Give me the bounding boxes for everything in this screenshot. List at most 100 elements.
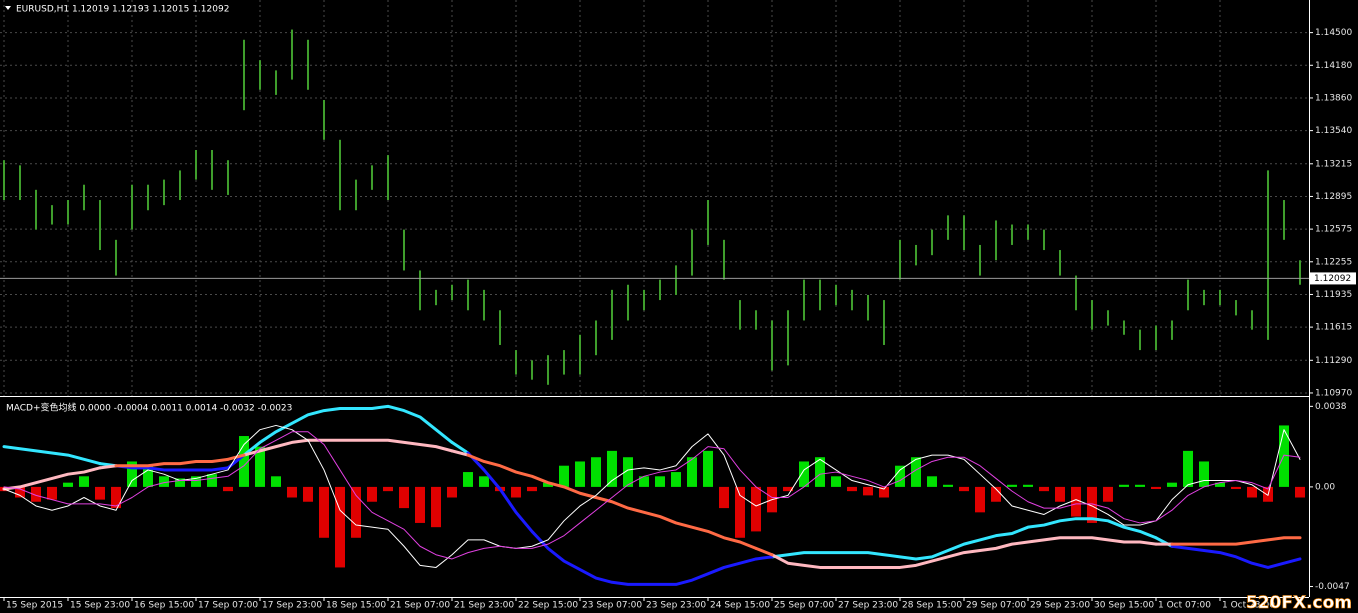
- histogram-bar: [431, 486, 441, 528]
- histogram-bar: [847, 486, 857, 492]
- x-tick-label: 15 Sep 2015: [6, 601, 63, 611]
- indicator-line: [3, 431, 1301, 560]
- histogram-bar: [1087, 486, 1097, 523]
- histogram-bar: [639, 476, 649, 487]
- y-tick-label: 1.14180: [1315, 61, 1352, 71]
- histogram-bar: [255, 446, 265, 487]
- histogram-bar: [543, 482, 553, 487]
- indicator-line: [1170, 536, 1302, 546]
- histogram-bar: [31, 486, 41, 502]
- indicator-line: [242, 404, 454, 457]
- x-tick-label: 1 Oct 23:00: [1222, 601, 1275, 611]
- histogram-bar: [79, 476, 89, 487]
- y-tick-label: 1.14500: [1315, 28, 1352, 38]
- x-tick-label: 18 Sep 15:00: [326, 601, 386, 611]
- indicator-line: [114, 464, 230, 472]
- histogram-bar: [911, 457, 921, 487]
- histogram-bar: [463, 472, 473, 487]
- indicator-line: [770, 536, 1158, 569]
- histogram-bar: [991, 486, 1001, 502]
- y-tick-label: 1.10970: [1315, 388, 1352, 398]
- x-tick-label: 23 Sep 23:00: [646, 601, 706, 611]
- histogram-bar: [959, 486, 969, 492]
- x-tick-label: 21 Sep 07:00: [390, 601, 450, 611]
- histogram-bar: [223, 486, 233, 492]
- histogram-bar: [1023, 484, 1033, 487]
- histogram-bar: [623, 457, 633, 487]
- x-tick-label: 17 Sep 07:00: [198, 601, 258, 611]
- histogram-bar: [447, 486, 457, 498]
- histogram-bar: [127, 461, 137, 487]
- x-tick-label: 22 Sep 15:00: [518, 601, 578, 611]
- histogram-bar: [1007, 484, 1017, 487]
- histogram-bar: [655, 476, 665, 487]
- y-tick-label: 1.12255: [1315, 257, 1352, 267]
- histogram-bar: [1071, 486, 1081, 517]
- histogram-bar: [63, 482, 73, 487]
- indicator-line: [466, 451, 758, 586]
- indicator-line-joint: [754, 546, 774, 557]
- indicator-line: [3, 424, 1301, 568]
- histogram-bar: [1055, 486, 1065, 502]
- histogram-bar: [399, 486, 409, 509]
- y-tick-label: -0.0047: [1315, 582, 1350, 592]
- histogram-bar: [1151, 486, 1161, 490]
- indicator-header: MACD+变色均线 0.0000 -0.0004 0.0011 0.0014 -…: [6, 402, 292, 414]
- histogram-bar: [671, 472, 681, 487]
- indicator-line: [1170, 544, 1302, 569]
- histogram-bar: [527, 486, 537, 492]
- histogram-bar: [351, 486, 361, 538]
- indicator-line: [114, 457, 230, 468]
- symbol-header: EURUSD,H1 1.12019 1.12193 1.12015 1.1209…: [16, 5, 229, 15]
- x-tick-label: 30 Sep 15:00: [1094, 601, 1154, 611]
- histogram-bar: [95, 486, 105, 500]
- y-tick-label: 0.00: [1315, 482, 1335, 492]
- histogram-bar: [1135, 484, 1145, 487]
- histogram-bar: [15, 486, 25, 498]
- indicator-line: [2, 466, 102, 491]
- histogram-bar: [287, 486, 297, 498]
- histogram-bar: [1247, 486, 1257, 498]
- indicator-line: [242, 438, 454, 457]
- histogram-bar: [575, 461, 585, 487]
- x-tick-label: 23 Sep 07:00: [582, 601, 642, 611]
- y-tick-label: 1.12895: [1315, 192, 1352, 202]
- histogram-bar: [415, 486, 425, 523]
- menu-triangle[interactable]: [5, 6, 11, 10]
- histogram-bar: [367, 486, 377, 502]
- histogram-bar: [239, 436, 249, 487]
- histogram-bar: [735, 486, 745, 538]
- x-tick-label: 29 Sep 23:00: [1030, 601, 1090, 611]
- indicator-line: [770, 517, 1158, 561]
- histogram-bar: [1295, 486, 1305, 498]
- x-tick-label: 28 Sep 15:00: [902, 601, 962, 611]
- y-tick-label: 1.11290: [1315, 356, 1352, 366]
- y-tick-label: 1.11935: [1315, 290, 1352, 300]
- histogram-bar: [1231, 486, 1241, 490]
- histogram-bar: [1215, 482, 1225, 487]
- indicator-line-joint: [754, 555, 774, 561]
- histogram-bar: [591, 457, 601, 487]
- indicator-line: [2, 445, 102, 466]
- current-price-box: [1310, 272, 1356, 285]
- histogram-bar: [607, 450, 617, 487]
- histogram-bar: [479, 476, 489, 487]
- y-tick-label: 1.12575: [1315, 225, 1352, 235]
- histogram-bar: [831, 476, 841, 487]
- histogram-bar: [783, 486, 793, 492]
- y-tick-label: 0.0038: [1315, 402, 1347, 412]
- histogram-bar: [943, 484, 953, 487]
- histogram-bar: [687, 457, 697, 487]
- histogram-bar: [383, 486, 393, 492]
- histogram-bar: [1119, 484, 1129, 487]
- histogram-bar: [927, 476, 937, 487]
- histogram-bar: [207, 474, 217, 487]
- histogram-bar: [863, 486, 873, 496]
- x-tick-label: 29 Sep 07:00: [966, 601, 1026, 611]
- y-tick-label: 1.11615: [1315, 323, 1352, 333]
- x-tick-label: 15 Sep 23:00: [70, 601, 130, 611]
- histogram-bar: [815, 457, 825, 487]
- histogram-bar: [751, 486, 761, 532]
